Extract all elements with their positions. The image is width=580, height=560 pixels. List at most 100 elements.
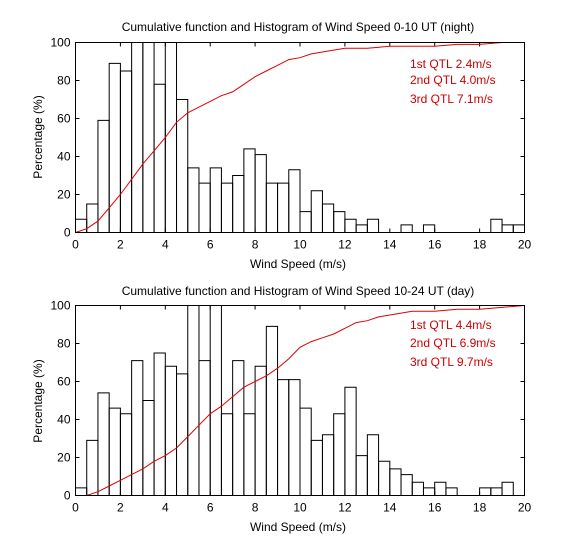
histogram-bar xyxy=(142,42,155,233)
x-tick-label: 6 xyxy=(207,501,214,515)
y-tick-label: 20 xyxy=(57,451,71,465)
histogram-bar xyxy=(321,434,335,496)
histogram-bar xyxy=(400,474,413,496)
x-tick-label: 8 xyxy=(252,501,259,515)
histogram-bar xyxy=(490,218,503,233)
y-tick-label: 40 xyxy=(57,150,71,164)
histogram-bar xyxy=(277,379,290,496)
x-axis-label: Wind Speed (m/s) xyxy=(250,520,346,534)
histogram-bar xyxy=(310,190,323,233)
y-tick-label: 0 xyxy=(64,489,71,503)
histogram-bar xyxy=(501,481,514,496)
histogram-bar xyxy=(198,182,211,233)
x-tick-label: 6 xyxy=(207,238,214,252)
histogram-bar xyxy=(501,224,514,233)
quartile-3-annotation: 3rd QTL 9.7m/s xyxy=(410,355,493,369)
cumulative-curve xyxy=(75,305,525,496)
histogram-bar xyxy=(434,481,447,496)
y-axis-label: Percentage (%) xyxy=(31,359,45,442)
histogram-bar xyxy=(366,218,380,233)
chart-title: Cumulative function and Histogram of Win… xyxy=(122,284,475,298)
histogram-bar xyxy=(142,400,155,496)
x-tick-label: 8 xyxy=(252,238,259,252)
histogram-bar xyxy=(344,218,357,233)
histogram-bar xyxy=(389,468,402,496)
x-tick-label: 10 xyxy=(293,501,307,515)
x-tick-label: 14 xyxy=(383,238,397,252)
histogram-bar xyxy=(187,167,200,233)
histogram-bar xyxy=(265,182,279,233)
histogram-bar xyxy=(209,305,222,496)
x-tick-label: 14 xyxy=(383,501,397,515)
histogram-bar xyxy=(198,360,211,496)
histogram-bar xyxy=(422,487,436,496)
histogram-bar xyxy=(310,439,323,496)
histogram-bar xyxy=(131,42,144,233)
histogram-bar xyxy=(355,224,368,233)
histogram-bar xyxy=(153,83,166,233)
y-tick-label: 60 xyxy=(57,112,71,126)
histogram-bar xyxy=(490,487,503,496)
quartile-1-annotation: 1st QTL 2.4m/s xyxy=(410,57,492,71)
histogram-bar xyxy=(108,62,121,233)
quartile-3-annotation: 3rd QTL 7.1m/s xyxy=(410,92,493,106)
histogram-bar xyxy=(243,148,256,233)
y-tick-label: 0 xyxy=(64,226,71,240)
x-tick-label: 20 xyxy=(518,501,532,515)
y-tick-label: 40 xyxy=(57,413,71,427)
histogram-bar xyxy=(299,211,312,233)
histogram-bar xyxy=(220,182,234,233)
quartile-1-annotation: 1st QTL 4.4m/s xyxy=(410,318,492,332)
histogram-bar xyxy=(187,305,200,496)
chart-title: Cumulative function and Histogram of Win… xyxy=(122,20,475,34)
histogram-bar xyxy=(164,365,178,496)
chart-panel-night: Cumulative function and Histogram of Win… xyxy=(31,20,531,271)
quartile-2-annotation: 2nd QTL 4.0m/s xyxy=(410,73,496,87)
histogram-bar xyxy=(333,413,346,496)
plot-frame xyxy=(75,42,525,233)
y-tick-label: 80 xyxy=(57,337,71,351)
histogram-bar xyxy=(164,42,178,233)
histogram-bar xyxy=(119,70,133,233)
y-axis-label: Percentage (%) xyxy=(31,95,45,178)
x-tick-label: 16 xyxy=(428,238,442,252)
tick-group: 0 2 4 6 8 10 12 14 16 18 20 0 20 40 60 80 100 xyxy=(50,299,531,515)
histogram-bar xyxy=(299,407,312,496)
cumulative-curve xyxy=(75,42,525,233)
histogram-bar xyxy=(243,413,256,496)
histogram-bar xyxy=(344,386,357,496)
y-tick-label: 20 xyxy=(57,188,71,202)
y-tick-label: 80 xyxy=(57,74,71,88)
histogram-bar xyxy=(265,325,279,496)
histogram-bar xyxy=(445,487,458,496)
histogram-bar xyxy=(333,211,346,233)
histogram-bar xyxy=(512,224,525,233)
histogram-bar xyxy=(321,203,335,233)
histogram-bar xyxy=(288,169,301,233)
histogram-bar xyxy=(176,373,189,496)
x-tick-label: 0 xyxy=(72,238,79,252)
histogram-bars xyxy=(75,305,525,496)
histogram-bar xyxy=(355,455,368,496)
histogram-bar xyxy=(254,365,267,496)
histogram-bar xyxy=(232,360,245,496)
histogram-bar xyxy=(108,407,121,496)
x-tick-label: 18 xyxy=(473,238,487,252)
histogram-bar xyxy=(400,224,413,233)
histogram-bar xyxy=(176,99,189,233)
histogram-bar xyxy=(232,175,245,233)
x-tick-label: 2 xyxy=(117,501,124,515)
histogram-bar xyxy=(75,487,88,496)
histogram-bar xyxy=(209,167,222,233)
histogram-bar xyxy=(378,460,391,496)
x-tick-label: 10 xyxy=(293,238,307,252)
histogram-bar xyxy=(119,413,133,496)
histogram-bar xyxy=(131,360,144,496)
x-axis-label: Wind Speed (m/s) xyxy=(250,257,346,271)
x-tick-label: 4 xyxy=(162,501,169,515)
histogram-bar xyxy=(277,182,290,233)
histogram-bar xyxy=(254,154,267,233)
histogram-bar xyxy=(86,203,99,233)
x-tick-label: 2 xyxy=(117,238,124,252)
